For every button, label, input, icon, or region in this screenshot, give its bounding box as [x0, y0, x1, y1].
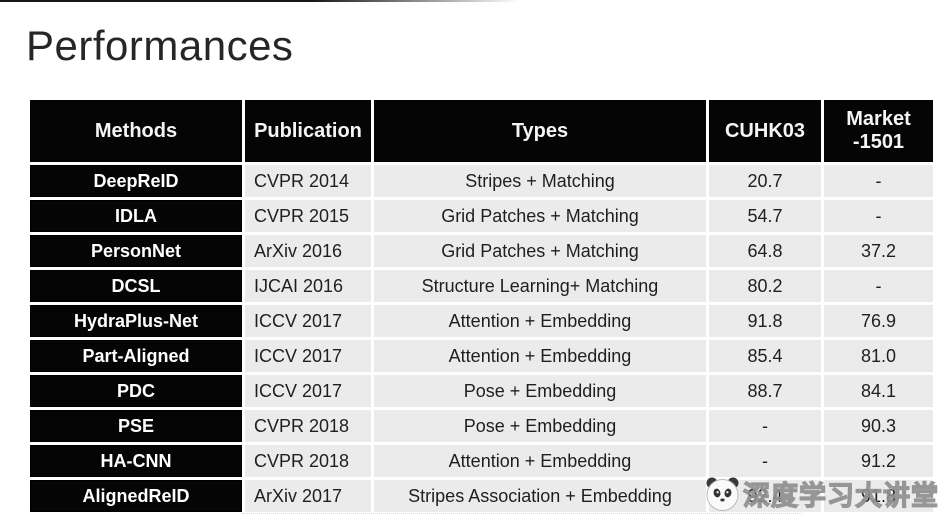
cell-types: Pose + Embedding	[374, 410, 706, 442]
cell-market1501: 90.3	[824, 410, 933, 442]
cell-market1501: 91.8	[824, 480, 933, 512]
cell-types: Pose + Embedding	[374, 375, 706, 407]
cell-method: PersonNet	[30, 235, 242, 267]
cell-cuhk03: -	[709, 445, 821, 477]
cell-publication: IJCAI 2016	[245, 270, 371, 302]
cell-cuhk03: -	[709, 410, 821, 442]
cell-market1501: 76.9	[824, 305, 933, 337]
cell-market1501: 37.2	[824, 235, 933, 267]
cell-types: Structure Learning+ Matching	[374, 270, 706, 302]
watermark: 深度学习大讲堂	[704, 474, 939, 512]
cell-method: HydraPlus-Net	[30, 305, 242, 337]
column-header-publication: Publication	[245, 100, 371, 162]
cell-types: Stripes Association + Embedding	[374, 480, 706, 512]
cell-types: Attention + Embedding	[374, 305, 706, 337]
cell-market1501: -	[824, 270, 933, 302]
cell-market1501: -	[824, 165, 933, 197]
cell-cuhk03: 20.7	[709, 165, 821, 197]
cell-method: Part-Aligned	[30, 340, 242, 372]
cell-method: DeepReID	[30, 165, 242, 197]
cell-publication: ICCV 2017	[245, 375, 371, 407]
cell-cuhk03: 88.7	[709, 375, 821, 407]
cell-method: HA-CNN	[30, 445, 242, 477]
cell-market1501: 91.2	[824, 445, 933, 477]
cell-method: DCSL	[30, 270, 242, 302]
column-header-methods: Methods	[30, 100, 242, 162]
table-bottom-edge-line	[242, 513, 802, 514]
top-border-line	[0, 0, 520, 2]
cell-market1501: 81.0	[824, 340, 933, 372]
panda-icon	[704, 475, 741, 512]
cell-types: Attention + Embedding	[374, 445, 706, 477]
cell-method: PDC	[30, 375, 242, 407]
cell-publication: ArXiv 2016	[245, 235, 371, 267]
cell-method: IDLA	[30, 200, 242, 232]
cell-method: AlignedReID	[30, 480, 242, 512]
column-header-market-1501: Market -1501	[824, 100, 933, 162]
cell-cuhk03: 80.2	[709, 270, 821, 302]
cell-publication: ICCV 2017	[245, 305, 371, 337]
cell-market1501: 84.1	[824, 375, 933, 407]
cell-publication: CVPR 2018	[245, 410, 371, 442]
cell-publication: CVPR 2014	[245, 165, 371, 197]
watermark-text: 深度学习大讲堂	[742, 480, 939, 511]
cell-publication: CVPR 2018	[245, 445, 371, 477]
cell-market1501: -	[824, 200, 933, 232]
column-header-types: Types	[374, 100, 706, 162]
cell-types: Attention + Embedding	[374, 340, 706, 372]
performance-table: Methods Publication Types CUHK03 Market …	[30, 100, 933, 512]
cell-method: PSE	[30, 410, 242, 442]
cell-publication: ArXiv 2017	[245, 480, 371, 512]
cell-cuhk03: 85.4	[709, 340, 821, 372]
cell-types: Grid Patches + Matching	[374, 235, 706, 267]
cell-cuhk03: 91.8	[709, 305, 821, 337]
cell-types: Stripes + Matching	[374, 165, 706, 197]
column-header-cuhk03: CUHK03	[709, 100, 821, 162]
cell-cuhk03: 64.8	[709, 235, 821, 267]
cell-cuhk03: 54.7	[709, 200, 821, 232]
page-title: Performances	[26, 22, 294, 69]
cell-publication: CVPR 2015	[245, 200, 371, 232]
cell-types: Grid Patches + Matching	[374, 200, 706, 232]
cell-publication: ICCV 2017	[245, 340, 371, 372]
